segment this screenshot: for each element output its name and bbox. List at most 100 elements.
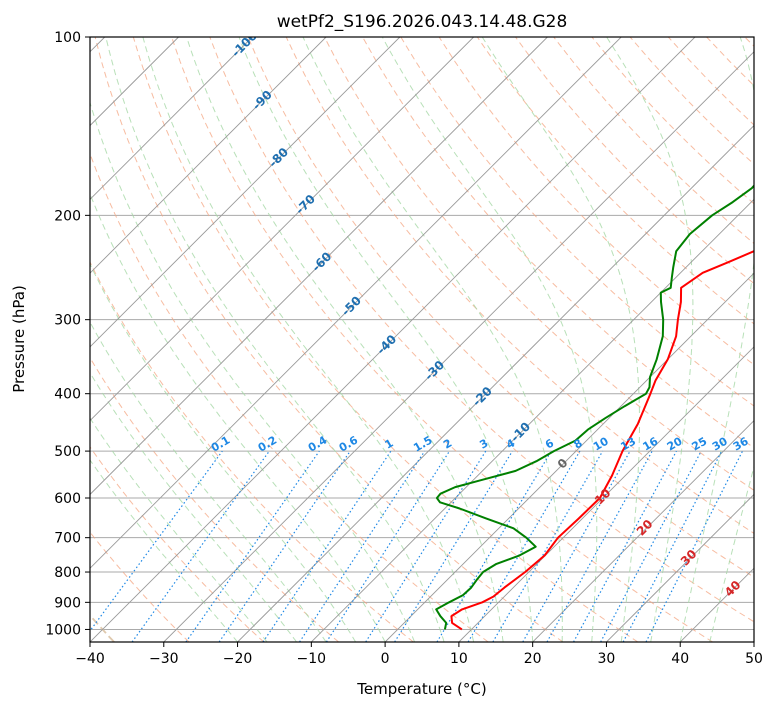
mixing-ratio-line (365, 450, 487, 642)
dry-adiabat-line (515, 37, 754, 285)
dry-adiabat-line (591, 37, 754, 205)
dry-adiabat-line (171, 37, 713, 642)
y-tick-label: 800 (54, 565, 81, 581)
isotherm-label: -30 (422, 358, 447, 383)
mixing-ratio-label: 2 (441, 437, 454, 452)
x-tick-label: 10 (450, 651, 468, 667)
dry-adiabat-line (629, 37, 754, 165)
chart-title: wetPf2_S196.2026.043.14.48.G28 (277, 12, 568, 32)
dry-adiabat-line (553, 37, 754, 245)
x-tick-label: −10 (297, 651, 327, 667)
moist-adiabat-line (90, 459, 238, 642)
y-tick-label: 200 (54, 208, 81, 224)
isotherm-line (458, 346, 754, 642)
dry-adiabat-line (90, 531, 190, 642)
moist-adiabat-line (90, 371, 298, 642)
mixing-ratio-line (325, 450, 450, 642)
isotherm-line (90, 37, 253, 200)
moist-adiabat-line (481, 37, 640, 642)
isotherm-line (237, 124, 754, 642)
axis-layer: −40 −30 −20 −10 0 10 20 30 40 5010020030040050060… (45, 30, 763, 667)
moist-adiabat-line (709, 464, 754, 642)
dry-adiabat-line (94, 37, 564, 642)
dry-adiabat-line (438, 37, 754, 366)
x-tick-label: 40 (671, 651, 689, 667)
moist-adiabat-line (90, 321, 327, 642)
isotherm-label: -40 (374, 332, 399, 357)
temperature-profile (450, 250, 754, 631)
isotherm-label: -60 (309, 249, 334, 274)
isotherm-line (753, 641, 754, 642)
isotherm-line (90, 37, 696, 642)
moist-adiabat-line (679, 37, 754, 642)
moist-adiabat-line (105, 37, 445, 642)
dry-adiabat-line (744, 37, 754, 47)
dry-adiabat-line (90, 152, 489, 642)
isotherm-line (90, 37, 327, 274)
moist-adiabat-line (302, 37, 563, 642)
isotherm-line (532, 420, 754, 642)
mixing-ratio-line (546, 450, 653, 642)
mixing-ratio-line (218, 450, 351, 642)
dry-adiabat-line (247, 37, 754, 578)
dry-adiabat-line (90, 356, 339, 642)
moist-adiabat-label: 0 (555, 456, 571, 472)
isotherm-label: -50 (339, 294, 364, 319)
moist-adiabat-line (606, 37, 694, 642)
moist-adiabat-line (90, 192, 386, 642)
isotherm-label: -70 (293, 192, 318, 217)
isotherm-line (90, 37, 474, 422)
x-tick-label: 0 (381, 651, 390, 667)
y-axis-label: Pressure (hPa) (10, 285, 28, 393)
mixing-ratio-line (436, 450, 552, 642)
y-tick-label: 1000 (45, 622, 81, 638)
data-layer (435, 184, 754, 631)
y-tick-label: 100 (54, 30, 81, 46)
mixing-ratio-line (299, 450, 426, 642)
dewpoint-profile (435, 184, 754, 630)
moist-adiabat-label: 30 (678, 547, 700, 569)
dry-adiabat-line (209, 37, 754, 623)
x-tick-label: −40 (75, 651, 105, 667)
moist-adiabat-label: 10 (592, 486, 614, 508)
isotherm-label: -100 (229, 29, 260, 60)
mixing-ratio-line (185, 450, 320, 642)
isotherm-label: -80 (266, 145, 291, 170)
mixing-ratio-line (394, 450, 513, 642)
y-tick-label: 600 (54, 491, 81, 507)
isotherm-line (90, 37, 548, 496)
moist-adiabat-line (238, 37, 534, 642)
x-tick-label: −30 (149, 651, 179, 667)
moist-adiabat-line (142, 37, 475, 642)
mixing-ratio-line (522, 450, 631, 642)
x-tick-label: 20 (524, 651, 542, 667)
dry-adiabat-line (362, 37, 754, 449)
x-tick-label: 30 (598, 651, 616, 667)
y-tick-label: 500 (54, 444, 81, 460)
mixing-ratio-line (90, 450, 223, 632)
y-tick-label: 700 (54, 531, 81, 547)
dry-adiabat-line (323, 37, 754, 491)
isotherm-line (384, 272, 754, 642)
mixing-ratio-line (573, 450, 677, 642)
isotherm-line (311, 198, 754, 642)
y-tick-label: 900 (54, 595, 81, 611)
plot-frame (89, 36, 755, 643)
mixing-ratio-line (467, 450, 581, 642)
grid-layer (90, 37, 754, 642)
moist-adiabat-label: 20 (634, 517, 656, 539)
isotherm-line (163, 51, 754, 642)
isotherm-line (90, 37, 622, 569)
isotherm-label: -20 (470, 384, 495, 409)
dry-adiabat-line (476, 37, 754, 325)
dry-adiabat-line (90, 260, 414, 642)
moist-adiabat-line (381, 37, 598, 642)
dry-adiabat-line (706, 37, 754, 87)
x-tick-label: −20 (223, 651, 253, 667)
mixing-ratio-line (262, 450, 392, 642)
moist-adiabat-line (186, 37, 504, 642)
moist-adiabat-line (90, 417, 268, 642)
y-tick-label: 300 (54, 313, 81, 329)
isotherm-line (606, 493, 754, 642)
